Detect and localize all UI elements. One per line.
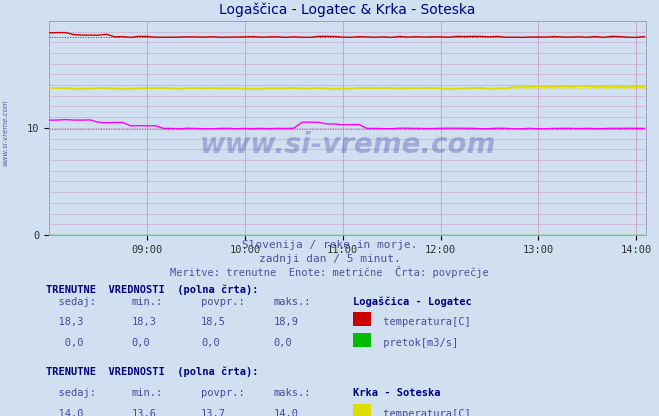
Text: sedaj:: sedaj: [46,388,96,398]
Text: Logaščica - Logatec: Logaščica - Logatec [353,296,471,307]
Text: povpr.:: povpr.: [201,388,244,398]
Text: 0,0: 0,0 [273,338,292,348]
Text: temperatura[C]: temperatura[C] [377,317,471,327]
Text: zadnji dan / 5 minut.: zadnji dan / 5 minut. [258,254,401,264]
Text: TRENUTNE  VREDNOSTI  (polna črta):: TRENUTNE VREDNOSTI (polna črta): [46,285,258,295]
Title: Logaščica - Logatec & Krka - Soteska: Logaščica - Logatec & Krka - Soteska [219,2,476,17]
Text: sedaj:: sedaj: [46,297,96,307]
Text: 13,7: 13,7 [201,409,226,416]
Text: 0,0: 0,0 [132,338,150,348]
Text: 18,5: 18,5 [201,317,226,327]
Text: pretok[m3/s]: pretok[m3/s] [377,338,458,348]
Text: 18,9: 18,9 [273,317,299,327]
Text: min.:: min.: [132,388,163,398]
Text: 13,6: 13,6 [132,409,157,416]
Text: 14,0: 14,0 [273,409,299,416]
Text: temperatura[C]: temperatura[C] [377,409,471,416]
Text: maks.:: maks.: [273,297,311,307]
Text: 0,0: 0,0 [201,338,219,348]
Text: 14,0: 14,0 [46,409,84,416]
Text: Slovenija / reke in morje.: Slovenija / reke in morje. [242,240,417,250]
Text: 18,3: 18,3 [46,317,84,327]
Text: 0,0: 0,0 [46,338,84,348]
Text: min.:: min.: [132,297,163,307]
Text: www.si-vreme.com: www.si-vreme.com [200,131,496,159]
Text: 18,3: 18,3 [132,317,157,327]
Text: povpr.:: povpr.: [201,297,244,307]
Text: maks.:: maks.: [273,388,311,398]
Text: www.si-vreme.com: www.si-vreme.com [2,100,9,166]
Text: Krka - Soteska: Krka - Soteska [353,388,440,398]
Text: TRENUTNE  VREDNOSTI  (polna črta):: TRENUTNE VREDNOSTI (polna črta): [46,367,258,377]
Text: Meritve: trenutne  Enote: metrične  Črta: povprečje: Meritve: trenutne Enote: metrične Črta: … [170,266,489,278]
